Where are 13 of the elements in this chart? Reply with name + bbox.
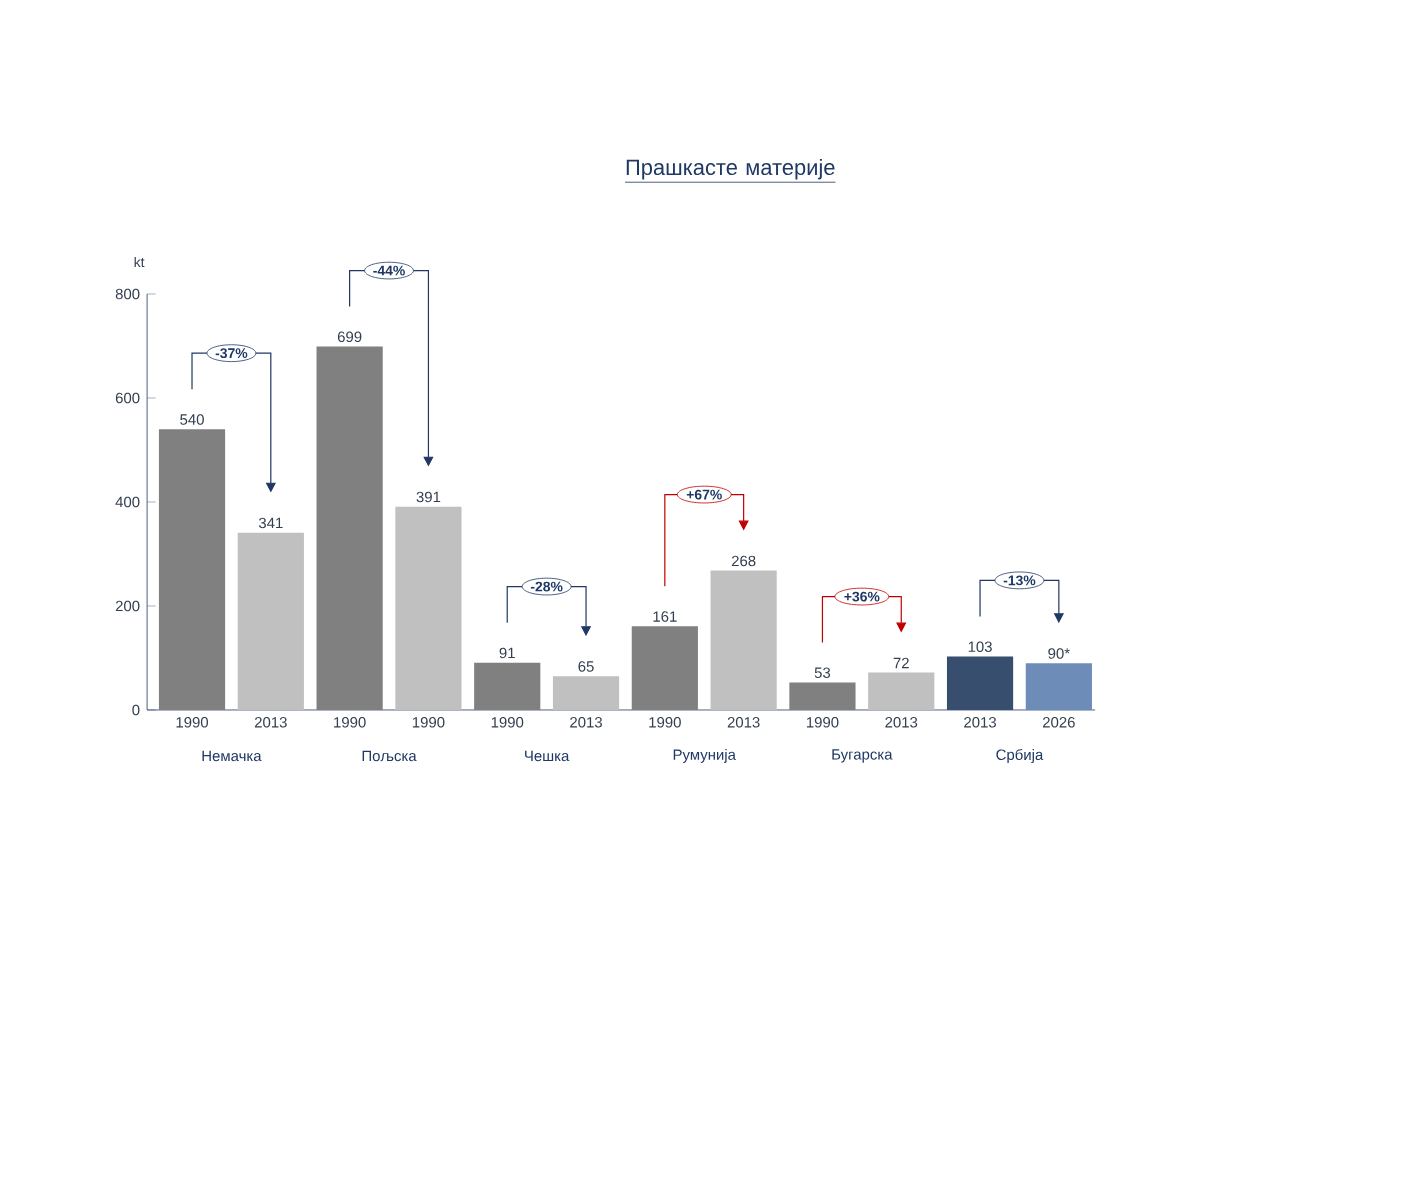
bar: [316, 346, 383, 710]
chart-title: Прашкасте материје: [626, 159, 835, 180]
bar: [395, 506, 462, 710]
bar: [474, 662, 541, 710]
bar: [868, 672, 935, 710]
bar: [789, 682, 856, 710]
bar: [710, 570, 777, 710]
bar: [946, 656, 1014, 710]
bar: [631, 626, 698, 710]
bar: [1025, 663, 1092, 710]
bar: [158, 429, 226, 710]
bar: [237, 532, 304, 710]
bar: [552, 676, 620, 710]
